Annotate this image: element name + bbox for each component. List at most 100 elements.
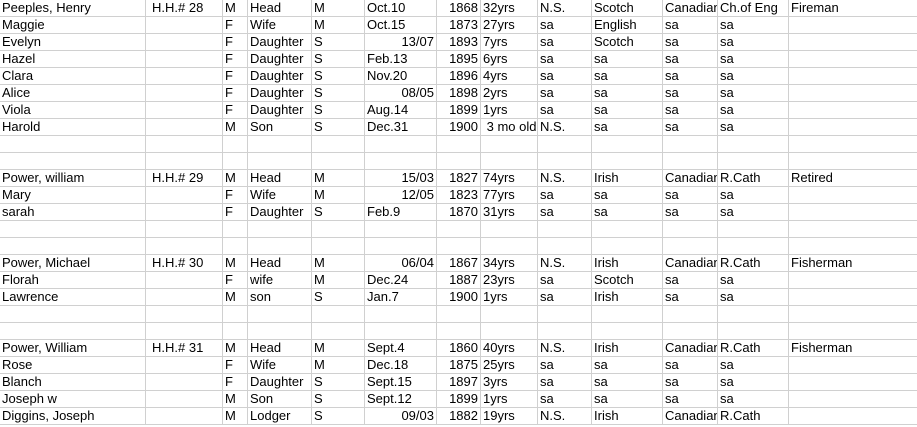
cell-birthplace[interactable] bbox=[538, 136, 592, 153]
cell-birthplace[interactable] bbox=[538, 323, 592, 340]
cell-birth-year[interactable]: 1897 bbox=[437, 374, 481, 391]
cell-birthplace[interactable]: sa bbox=[538, 289, 592, 306]
cell-birthplace[interactable]: sa bbox=[538, 102, 592, 119]
cell-birth-year[interactable]: 1868 bbox=[437, 0, 481, 17]
cell-birthplace[interactable]: sa bbox=[538, 391, 592, 408]
cell-relation[interactable] bbox=[248, 153, 312, 170]
cell-origin[interactable]: English bbox=[592, 17, 663, 34]
cell-marital-status[interactable]: M bbox=[312, 170, 365, 187]
cell-age[interactable]: 32yrs bbox=[481, 0, 538, 17]
cell-birth-date[interactable]: 06/04 bbox=[365, 255, 437, 272]
cell-origin[interactable]: sa bbox=[592, 85, 663, 102]
cell-household-number[interactable] bbox=[146, 51, 223, 68]
cell-origin[interactable]: sa bbox=[592, 374, 663, 391]
cell-origin[interactable] bbox=[592, 238, 663, 255]
cell-origin[interactable]: Irish bbox=[592, 170, 663, 187]
cell-religion[interactable]: sa bbox=[718, 17, 789, 34]
cell-nationality[interactable]: sa bbox=[663, 187, 718, 204]
cell-birthplace[interactable]: N.S. bbox=[538, 340, 592, 357]
cell-birthplace[interactable]: sa bbox=[538, 204, 592, 221]
cell-marital-status[interactable]: M bbox=[312, 357, 365, 374]
cell-occupation[interactable] bbox=[789, 34, 917, 51]
cell-age[interactable]: 6yrs bbox=[481, 51, 538, 68]
cell-occupation[interactable] bbox=[789, 204, 917, 221]
cell-birth-date[interactable]: Feb.9 bbox=[365, 204, 437, 221]
cell-nationality[interactable]: sa bbox=[663, 34, 718, 51]
cell-relation[interactable]: Daughter bbox=[248, 204, 312, 221]
cell-religion[interactable]: sa bbox=[718, 34, 789, 51]
cell-age[interactable]: 25yrs bbox=[481, 357, 538, 374]
cell-age[interactable]: 1yrs bbox=[481, 102, 538, 119]
cell-origin[interactable]: sa bbox=[592, 204, 663, 221]
cell-religion[interactable]: sa bbox=[718, 85, 789, 102]
cell-birth-date[interactable]: 09/03 bbox=[365, 408, 437, 425]
cell-nationality[interactable]: sa bbox=[663, 272, 718, 289]
cell-marital-status[interactable]: S bbox=[312, 119, 365, 136]
cell-birth-year[interactable]: 1867 bbox=[437, 255, 481, 272]
cell-age[interactable] bbox=[481, 221, 538, 238]
cell-name[interactable]: Blanch bbox=[0, 374, 146, 391]
cell-birth-date[interactable]: Dec.24 bbox=[365, 272, 437, 289]
cell-birth-year[interactable]: 1875 bbox=[437, 357, 481, 374]
cell-age[interactable] bbox=[481, 153, 538, 170]
cell-age[interactable]: 1yrs bbox=[481, 391, 538, 408]
cell-origin[interactable]: Scotch bbox=[592, 272, 663, 289]
cell-marital-status[interactable]: S bbox=[312, 34, 365, 51]
cell-marital-status[interactable] bbox=[312, 221, 365, 238]
cell-birth-date[interactable]: Aug.14 bbox=[365, 102, 437, 119]
cell-nationality[interactable] bbox=[663, 221, 718, 238]
cell-name[interactable]: Clara bbox=[0, 68, 146, 85]
cell-birth-year[interactable] bbox=[437, 238, 481, 255]
cell-marital-status[interactable]: S bbox=[312, 408, 365, 425]
cell-marital-status[interactable]: S bbox=[312, 102, 365, 119]
cell-marital-status[interactable]: S bbox=[312, 204, 365, 221]
cell-birth-year[interactable]: 1899 bbox=[437, 102, 481, 119]
cell-birth-date[interactable]: Feb.13 bbox=[365, 51, 437, 68]
cell-marital-status[interactable]: S bbox=[312, 51, 365, 68]
cell-occupation[interactable] bbox=[789, 85, 917, 102]
cell-birth-date[interactable]: 15/03 bbox=[365, 170, 437, 187]
cell-religion[interactable]: sa bbox=[718, 357, 789, 374]
cell-occupation[interactable] bbox=[789, 238, 917, 255]
cell-age[interactable]: 31yrs bbox=[481, 204, 538, 221]
cell-age[interactable]: 34yrs bbox=[481, 255, 538, 272]
cell-birthplace[interactable]: N.S. bbox=[538, 119, 592, 136]
cell-household-number[interactable]: H.H.# 30 bbox=[146, 255, 223, 272]
cell-relation[interactable]: Daughter bbox=[248, 68, 312, 85]
cell-relation[interactable] bbox=[248, 136, 312, 153]
cell-occupation[interactable] bbox=[789, 357, 917, 374]
cell-sex[interactable]: F bbox=[223, 17, 248, 34]
cell-origin[interactable]: sa bbox=[592, 68, 663, 85]
cell-origin[interactable] bbox=[592, 136, 663, 153]
cell-nationality[interactable]: Canadian bbox=[663, 340, 718, 357]
cell-religion[interactable] bbox=[718, 221, 789, 238]
cell-origin[interactable]: Scotch bbox=[592, 0, 663, 17]
cell-birth-date[interactable]: Sept.4 bbox=[365, 340, 437, 357]
cell-household-number[interactable] bbox=[146, 357, 223, 374]
cell-sex[interactable] bbox=[223, 238, 248, 255]
cell-nationality[interactable]: sa bbox=[663, 85, 718, 102]
cell-marital-status[interactable]: M bbox=[312, 187, 365, 204]
cell-relation[interactable]: Daughter bbox=[248, 85, 312, 102]
cell-relation[interactable]: Daughter bbox=[248, 34, 312, 51]
cell-relation[interactable] bbox=[248, 323, 312, 340]
cell-name[interactable]: sarah bbox=[0, 204, 146, 221]
cell-religion[interactable]: sa bbox=[718, 374, 789, 391]
cell-relation[interactable]: Head bbox=[248, 340, 312, 357]
cell-birth-date[interactable] bbox=[365, 238, 437, 255]
cell-name[interactable]: Hazel bbox=[0, 51, 146, 68]
cell-relation[interactable]: Daughter bbox=[248, 51, 312, 68]
cell-birth-year[interactable]: 1895 bbox=[437, 51, 481, 68]
cell-birth-year[interactable] bbox=[437, 221, 481, 238]
cell-religion[interactable]: sa bbox=[718, 289, 789, 306]
cell-origin[interactable]: Irish bbox=[592, 289, 663, 306]
cell-marital-status[interactable]: M bbox=[312, 17, 365, 34]
cell-religion[interactable]: sa bbox=[718, 51, 789, 68]
cell-birthplace[interactable]: N.S. bbox=[538, 255, 592, 272]
cell-sex[interactable] bbox=[223, 323, 248, 340]
cell-birth-date[interactable]: Sept.12 bbox=[365, 391, 437, 408]
cell-religion[interactable]: sa bbox=[718, 68, 789, 85]
cell-birth-year[interactable]: 1870 bbox=[437, 204, 481, 221]
cell-birthplace[interactable]: sa bbox=[538, 187, 592, 204]
cell-sex[interactable]: M bbox=[223, 119, 248, 136]
